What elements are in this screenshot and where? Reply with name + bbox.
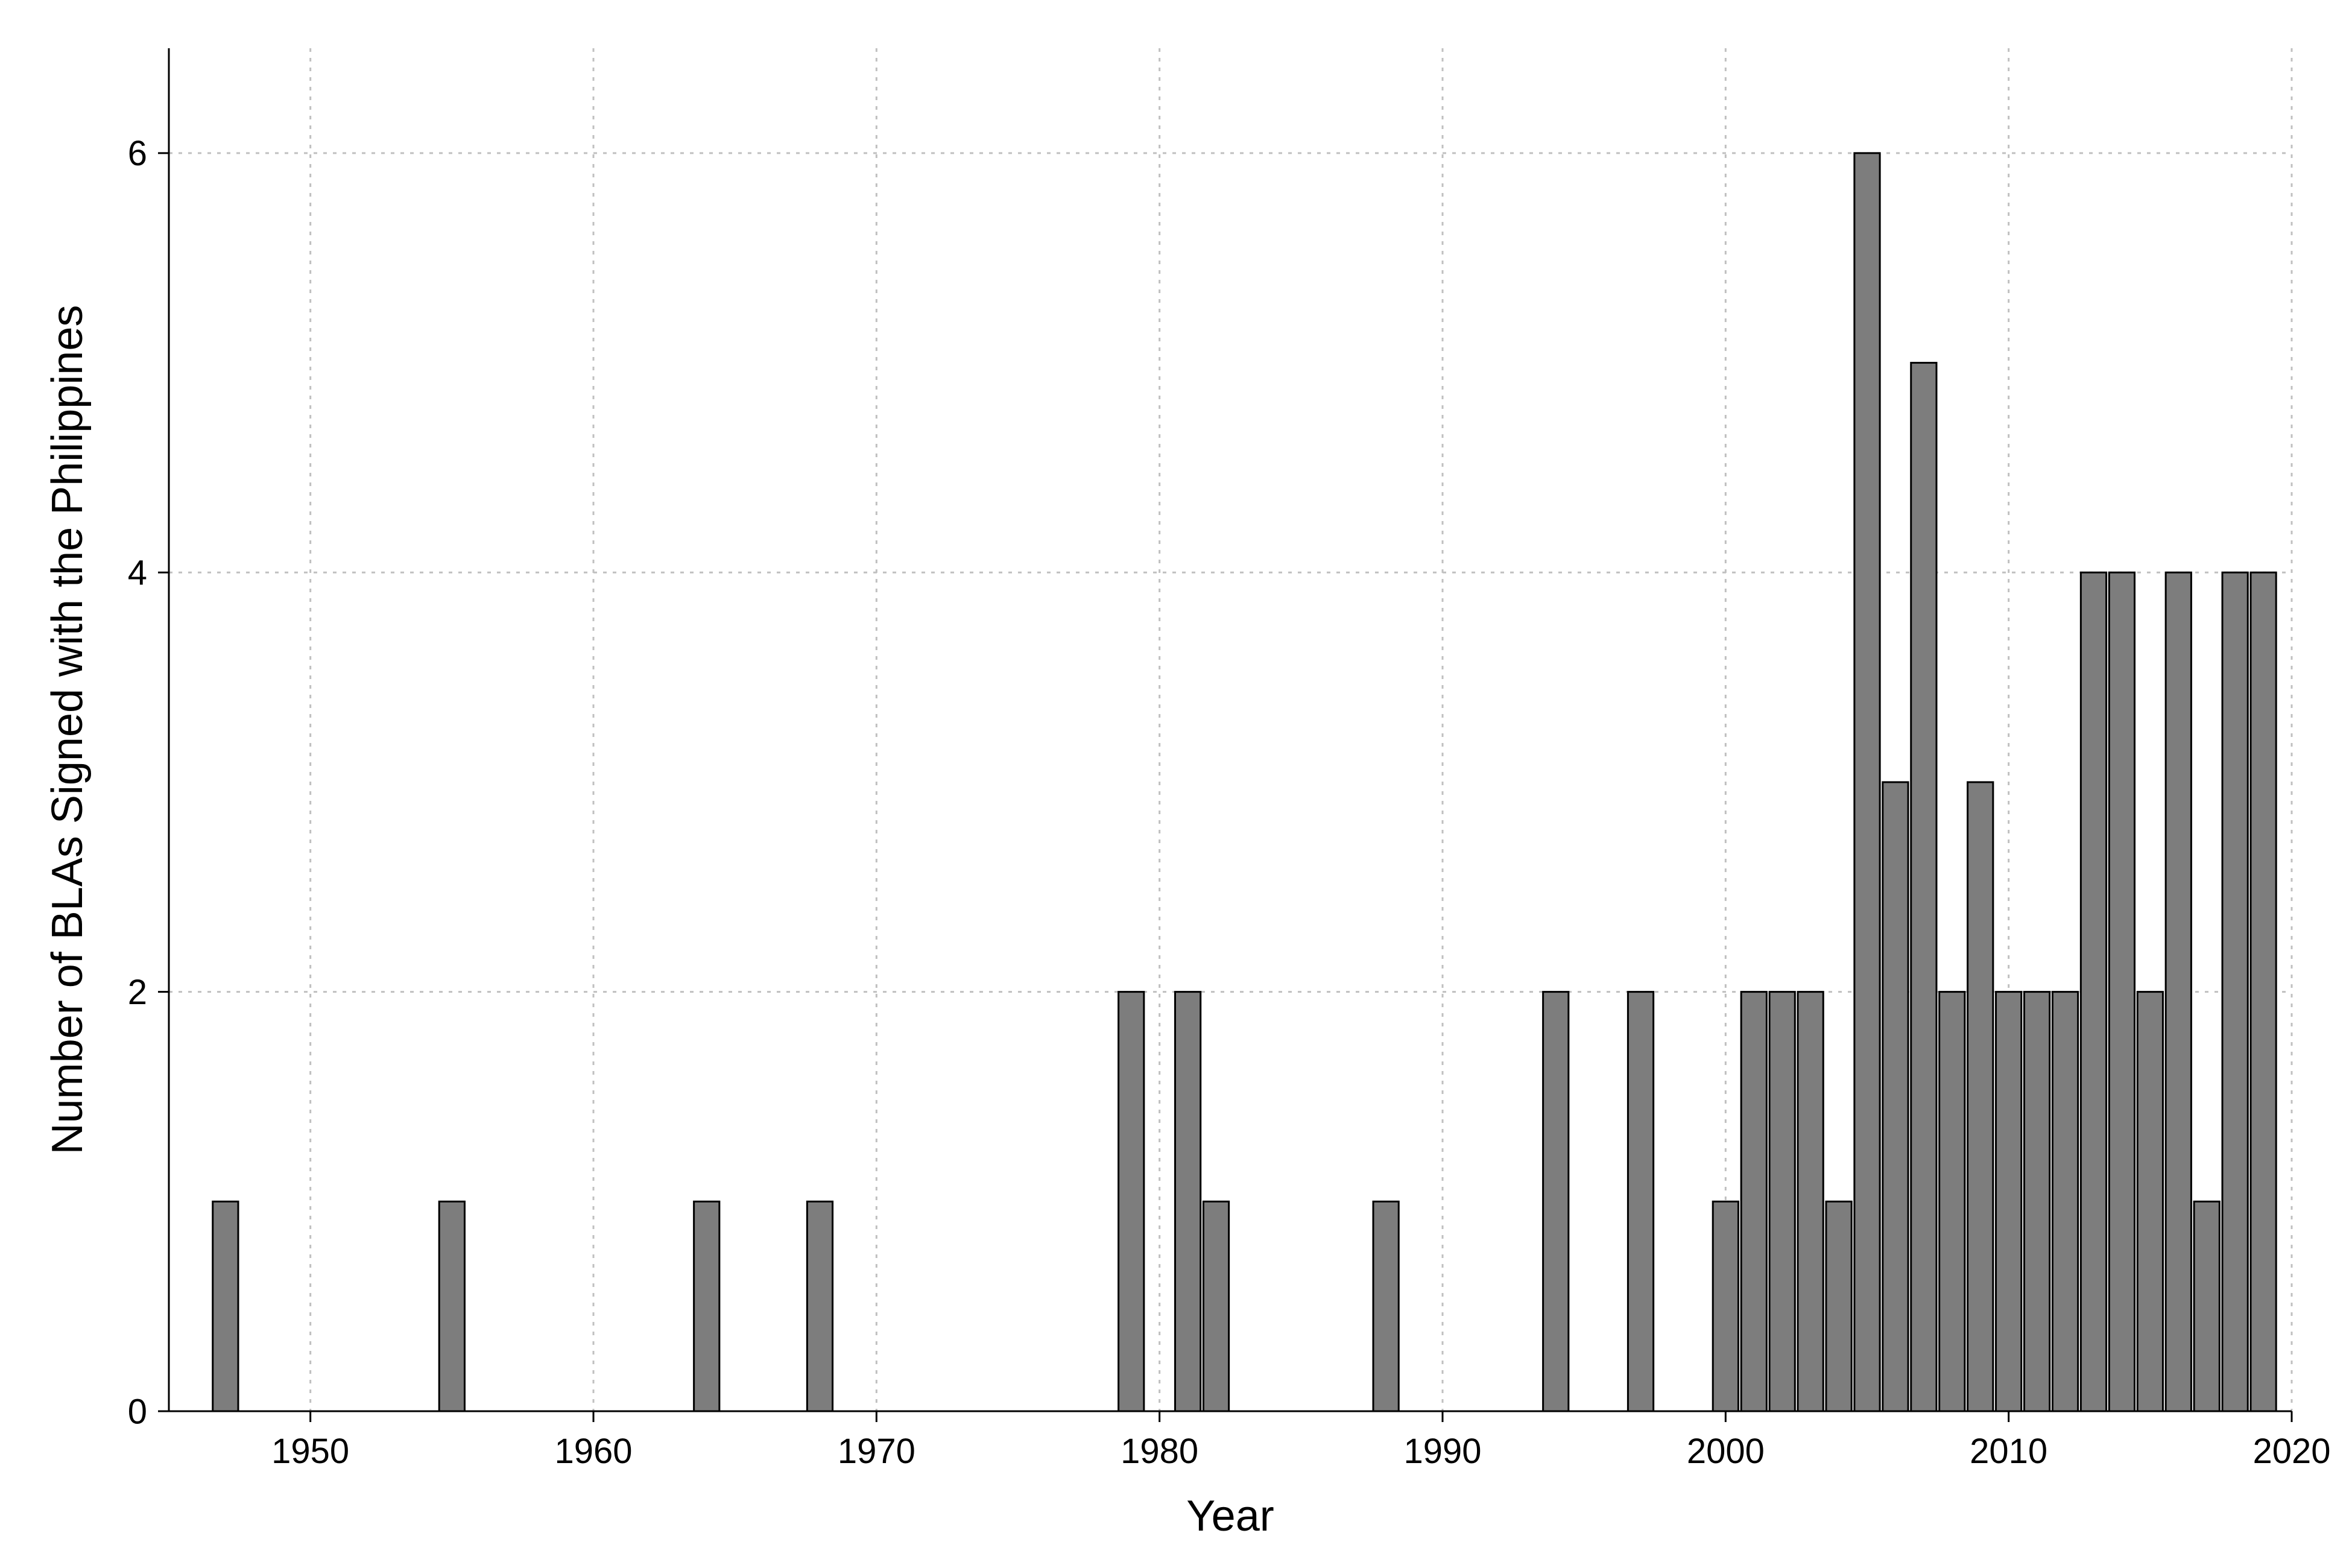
y-tick-label: 2	[128, 973, 147, 1012]
chart-container: 1950 1960 1970 1980 1990 2000 2010 2020 0 2 4 6 Year…	[0, 0, 2352, 1568]
bar	[807, 1201, 832, 1411]
x-axis-label: Year	[1186, 1492, 1274, 1540]
x-tick-label: 1960	[554, 1432, 632, 1471]
bar	[2137, 992, 2163, 1411]
bar	[2194, 1201, 2219, 1411]
bar	[1854, 153, 1880, 1411]
y-tick-label: 0	[128, 1392, 147, 1431]
bar	[2052, 992, 2078, 1411]
bar	[2081, 572, 2106, 1411]
x-tick-label: 1950	[271, 1432, 349, 1471]
bar	[1373, 1201, 1399, 1411]
y-tick-label: 6	[128, 134, 147, 173]
bar	[2166, 572, 2191, 1411]
bar	[1798, 992, 1823, 1411]
y-axis-label: Number of BLAs Signed with the Philippin…	[43, 305, 92, 1155]
x-tick-label: 1980	[1121, 1432, 1198, 1471]
x-tick-label: 1970	[838, 1432, 915, 1471]
bar	[1996, 992, 2022, 1411]
bar	[2251, 572, 2276, 1411]
bar	[213, 1201, 238, 1411]
bar	[439, 1201, 464, 1411]
x-tick-label: 2020	[2252, 1432, 2330, 1471]
bla-bar-chart: 1950 1960 1970 1980 1990 2000 2010 2020 0 2 4 6 Year…	[0, 0, 2352, 1568]
y-tick-label: 4	[128, 554, 147, 593]
bar	[1769, 992, 1795, 1411]
bar	[2024, 992, 2049, 1411]
bar	[1203, 1201, 1228, 1411]
x-tick-label: 1990	[1403, 1432, 1481, 1471]
bar	[2222, 572, 2248, 1411]
bar	[1119, 992, 1144, 1411]
bar	[1939, 992, 1965, 1411]
bar	[1826, 1201, 1851, 1411]
bar	[2109, 572, 2134, 1411]
bar	[1628, 992, 1653, 1411]
bar	[1911, 363, 1936, 1411]
bar	[1175, 992, 1200, 1411]
bar	[1883, 782, 1908, 1411]
x-tick-label: 2000	[1687, 1432, 1765, 1471]
bar	[1741, 992, 1766, 1411]
x-tick-label: 2010	[1970, 1432, 2047, 1471]
bar	[694, 1201, 719, 1411]
bar	[1543, 992, 1569, 1411]
bar	[1968, 782, 1993, 1411]
bar	[1713, 1201, 1738, 1411]
